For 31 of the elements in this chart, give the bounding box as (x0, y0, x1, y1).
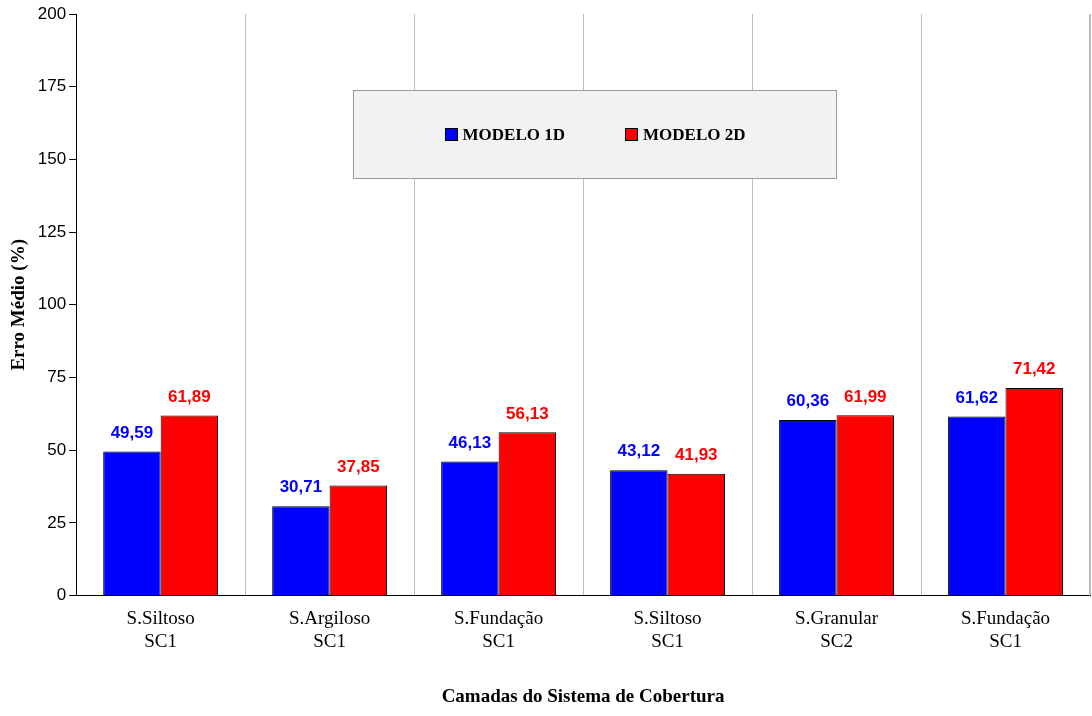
data-label: 56,13 (506, 403, 549, 423)
x-axis-title: Camadas do Sistema de Cobertura (441, 684, 726, 706)
y-axis-title: Erro Médio (%) (7, 239, 30, 371)
y-tick-label: 50 (47, 439, 67, 459)
y-tick-label: 150 (37, 149, 67, 169)
x-tick-label: S.Siltoso SC1 (633, 606, 702, 651)
x-tick-label: S.Argiloso SC1 (288, 606, 371, 651)
data-label: 61,62 (955, 387, 999, 407)
x-tick-label: S.Siltoso SC1 (126, 606, 195, 651)
data-label: 30,71 (279, 477, 323, 497)
data-label: 71,42 (1012, 359, 1056, 379)
legend-label: MODELO 2D (643, 124, 746, 145)
data-label: 46,13 (448, 432, 492, 452)
x-tick-label: S.Granular SC2 (795, 606, 879, 651)
y-tick-label: 200 (37, 3, 67, 23)
data-label: 37,85 (337, 456, 380, 476)
data-label: 49,59 (110, 422, 154, 442)
data-label: 61,89 (168, 386, 211, 406)
y-tick-label: 100 (37, 294, 67, 314)
y-tick-label: 75 (47, 367, 67, 387)
x-tick-label: S.Fundação SC1 (960, 606, 1051, 651)
x-tick-label: S.Fundação SC1 (454, 606, 544, 651)
y-tick-label: 0 (56, 585, 67, 605)
y-tick-label: 175 (37, 76, 67, 96)
data-label: 41,93 (675, 444, 718, 464)
legend-label: MODELO 1D (462, 124, 565, 145)
y-tick-label: 125 (37, 221, 67, 241)
data-label: 43,12 (617, 441, 661, 461)
y-tick-label: 25 (47, 512, 67, 532)
data-label: 61,99 (843, 386, 887, 406)
data-label: 60,36 (786, 391, 830, 411)
